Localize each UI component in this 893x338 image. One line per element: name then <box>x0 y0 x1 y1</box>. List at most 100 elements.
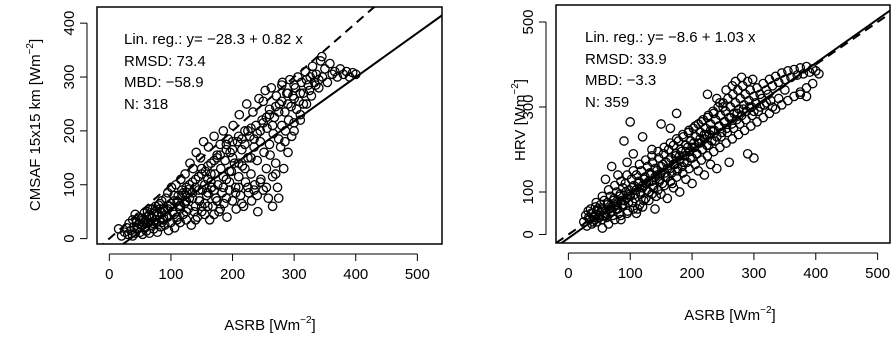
data-point <box>674 187 685 197</box>
x-axis: 0 100 200 300 400 500 <box>105 253 430 283</box>
data-point <box>789 64 799 75</box>
y-tick-label: 100 <box>61 172 78 197</box>
data-point <box>311 69 322 80</box>
data-point <box>243 187 254 198</box>
data-point <box>270 169 281 179</box>
data-point <box>241 99 252 109</box>
data-point <box>196 201 207 212</box>
data-point <box>665 123 676 134</box>
data-point <box>315 56 326 66</box>
annotation-n: N: 359 <box>585 94 629 111</box>
data-point <box>221 139 232 150</box>
data-point <box>332 72 343 82</box>
data-point <box>289 80 299 90</box>
data-point <box>269 112 280 123</box>
data-point <box>606 161 617 172</box>
data-point <box>233 182 244 193</box>
data-point <box>199 198 210 209</box>
x-tick-label: 400 <box>343 266 368 283</box>
x-tick-label: 100 <box>618 265 643 282</box>
data-point <box>227 196 238 206</box>
x-tick-label: 500 <box>405 266 430 283</box>
data-point <box>687 178 697 189</box>
data-point <box>266 82 277 93</box>
data-point <box>263 193 274 204</box>
data-point <box>295 88 306 99</box>
data-point <box>212 152 222 163</box>
data-point <box>807 78 818 89</box>
data-point <box>246 152 256 163</box>
annotation-regression: Lin. reg.: y= −28.3 + 0.82 x <box>124 31 303 48</box>
data-point <box>172 214 182 225</box>
panel-hrv: 0 100 200 300 400 500 0 100 300 500 Lin. reg.: y… <box>510 4 891 324</box>
data-point <box>249 134 259 144</box>
data-point <box>304 85 315 96</box>
data-point <box>221 144 232 155</box>
data-point <box>212 196 222 206</box>
data-point <box>152 227 163 238</box>
data-point <box>329 66 340 77</box>
data-point <box>619 136 629 146</box>
data-point <box>264 109 275 120</box>
data-point <box>209 209 219 220</box>
data-point <box>146 212 157 222</box>
data-point <box>196 206 207 217</box>
data-point <box>280 136 290 147</box>
x-tick-label: 300 <box>741 265 766 282</box>
data-point <box>238 201 249 212</box>
data-point <box>240 126 250 136</box>
data-point <box>209 131 219 142</box>
data-point <box>597 223 608 233</box>
data-point <box>218 182 229 193</box>
data-point <box>248 107 258 117</box>
data-point <box>699 170 710 180</box>
data-point <box>780 74 790 85</box>
data-point <box>320 64 330 74</box>
data-point <box>259 147 269 158</box>
data-point <box>708 108 719 119</box>
y-axis-title: HRV [Wm−2] <box>510 79 529 161</box>
data-point <box>172 212 182 222</box>
data-point <box>243 182 253 193</box>
data-point <box>203 161 213 171</box>
data-point <box>289 93 299 104</box>
data-point <box>236 198 247 209</box>
data-point <box>166 198 176 209</box>
y-tick-label: 300 <box>61 65 78 90</box>
y-tick-label: 0 <box>61 234 78 242</box>
y-tick-label: 400 <box>61 11 78 36</box>
y-tick-label: 0 <box>520 230 537 238</box>
data-point <box>616 210 626 221</box>
data-point <box>215 204 226 214</box>
scatter-points <box>113 51 361 241</box>
data-point <box>209 185 219 195</box>
data-point <box>261 112 272 123</box>
data-point <box>711 93 722 104</box>
y-axis-title: CMSAF 15x15 km [Wm−2] <box>25 39 44 211</box>
data-point <box>672 163 683 174</box>
data-point <box>814 68 824 79</box>
data-point <box>783 95 793 106</box>
data-point <box>335 64 346 74</box>
data-point <box>154 204 165 214</box>
data-point <box>212 150 222 160</box>
data-point <box>773 77 784 88</box>
y-tick-label: 100 <box>520 179 537 204</box>
x-axis-title: ASRB [Wm−2] <box>224 315 315 334</box>
data-point <box>625 117 636 127</box>
data-point <box>801 83 812 93</box>
annotation-box: Lin. reg.: y= −28.3 + 0.82 x RMSD: 73.4 … <box>124 31 303 113</box>
data-point <box>190 214 201 225</box>
data-point <box>193 185 204 195</box>
data-point <box>270 101 281 112</box>
data-point <box>597 191 608 202</box>
data-point <box>736 72 747 83</box>
data-point <box>199 179 210 190</box>
data-point <box>276 96 287 107</box>
data-point <box>127 231 138 241</box>
data-point <box>196 169 207 179</box>
data-point <box>180 169 190 179</box>
data-point <box>236 134 247 144</box>
data-point <box>184 179 195 190</box>
data-point <box>190 174 201 185</box>
